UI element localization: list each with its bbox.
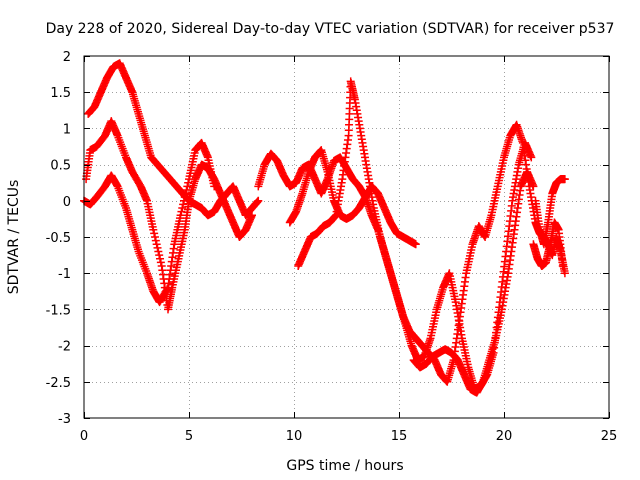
data-point xyxy=(254,196,263,205)
data-point xyxy=(153,243,162,252)
x-tick-label: 15 xyxy=(391,429,408,444)
y-tick-label: 0 xyxy=(63,195,71,210)
x-tick-label: 5 xyxy=(185,429,193,444)
data-point xyxy=(411,240,420,249)
data-point xyxy=(151,236,160,245)
series-track-E xyxy=(285,146,420,249)
data-point xyxy=(560,269,569,278)
y-tick-label: -3 xyxy=(58,412,71,427)
series-track-C xyxy=(84,59,263,220)
data-point xyxy=(150,229,159,238)
data-point xyxy=(150,233,159,241)
y-tick-label: 1 xyxy=(63,122,71,137)
data-point xyxy=(560,175,569,184)
data-point xyxy=(156,258,165,267)
y-tick-label: -2 xyxy=(58,340,71,355)
x-tick-label: 10 xyxy=(286,429,303,444)
series-track-G xyxy=(409,167,538,397)
y-tick-label: -2.5 xyxy=(46,376,71,391)
y-tick-label: -1.5 xyxy=(46,303,71,318)
y-tick-label: -1 xyxy=(58,267,71,282)
data-point xyxy=(152,240,161,249)
axis-ticks: 0 5 10 15 20 25 2 1.5 1 0.5 0 -0.5 -1 -1.5 -2 -2.5 -3 xyxy=(46,50,618,444)
series-track-F xyxy=(294,77,536,394)
y-tick-label: 2 xyxy=(63,50,71,65)
data-point xyxy=(527,153,536,162)
series-track-B xyxy=(82,117,256,314)
y-axis-label: SDTVAR / TECUs xyxy=(6,180,22,295)
y-tick-label: -0.5 xyxy=(46,231,71,246)
data-point xyxy=(154,247,163,256)
data-series xyxy=(80,59,569,397)
x-tick-label: 25 xyxy=(601,429,618,444)
data-point xyxy=(529,182,538,191)
data-point xyxy=(149,225,158,234)
x-tick-label: 0 xyxy=(80,429,88,444)
y-tick-label: 0.5 xyxy=(50,159,71,174)
x-axis-label: GPS time / hours xyxy=(286,458,403,474)
series-track-J xyxy=(531,218,569,278)
data-point xyxy=(178,204,187,213)
chart-title: Day 228 of 2020, Sidereal Day-to-day VTE… xyxy=(46,21,615,37)
data-point xyxy=(155,251,164,260)
x-tick-label: 20 xyxy=(496,429,513,444)
data-point xyxy=(156,254,165,263)
y-tick-label: 1.5 xyxy=(50,86,71,101)
